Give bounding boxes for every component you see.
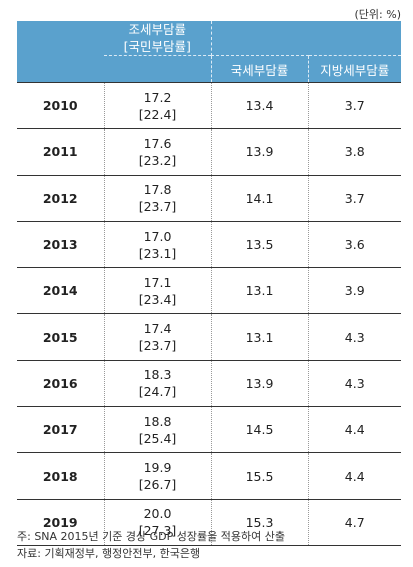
national-tax-cell: 14.1	[210, 175, 308, 222]
tax-burden-value: 17.6	[143, 135, 172, 151]
table-row: 2010 17.2 [22.4] 13.4 3.7	[17, 81, 401, 130]
total-burden-header: 조세부담률 [국민부담률]	[104, 21, 211, 56]
header-spacer-national	[210, 21, 308, 56]
local-tax-cell: 4.7	[307, 499, 401, 546]
total-burden-header-lower	[104, 55, 211, 83]
total-burden-header-line2: [국민부담률]	[123, 39, 191, 54]
national-burden-value: [23.7]	[138, 338, 177, 354]
local-tax-cell: 4.3	[307, 360, 401, 408]
local-tax-cell: 3.9	[307, 267, 401, 315]
tax-burden-table: 조세부담률 [국민부담률] 국세부담률 지방세부담률 2010 17.2 [22.4…	[17, 21, 401, 546]
year-cell: 2019	[17, 499, 104, 546]
national-burden-value: [23.1]	[138, 245, 177, 261]
header-spacer-local	[308, 21, 401, 56]
total-burden-cell: 19.9 [26.7]	[103, 452, 211, 500]
national-tax-cell: 13.4	[210, 81, 308, 130]
national-burden-value: [26.7]	[138, 477, 177, 493]
tax-burden-value: 19.9	[143, 460, 172, 476]
local-tax-cell: 3.7	[307, 175, 401, 222]
table-row: 2014 17.1 [23.4] 13.1 3.9	[17, 267, 401, 315]
year-cell: 2018	[17, 452, 104, 500]
tax-burden-value: 18.3	[143, 367, 172, 383]
local-tax-cell: 4.3	[307, 313, 401, 361]
national-tax-cell: 13.5	[210, 221, 308, 269]
national-burden-value: [25.4]	[138, 430, 177, 446]
national-burden-value: [23.2]	[138, 152, 177, 168]
year-cell: 2011	[17, 128, 104, 176]
local-tax-cell: 3.8	[307, 128, 401, 176]
local-tax-cell: 3.7	[307, 81, 401, 130]
table-row: 2013 17.0 [23.1] 13.5 3.6	[17, 221, 401, 269]
total-burden-cell: 20.0 [27.3]	[103, 499, 211, 546]
total-burden-cell: 17.6 [23.2]	[103, 128, 211, 176]
year-cell: 2014	[17, 267, 104, 315]
year-cell: 2017	[17, 406, 104, 454]
table-body: 2010 17.2 [22.4] 13.4 3.7 2011 17.6 [23.2] 13.9 3…	[17, 81, 401, 546]
tax-burden-value: 17.0	[143, 228, 172, 244]
national-tax-cell: 15.3	[210, 499, 308, 546]
table-row: 2015 17.4 [23.7] 13.1 4.3	[17, 313, 401, 361]
total-burden-cell: 17.0 [23.1]	[103, 221, 211, 269]
total-burden-cell: 18.3 [24.7]	[103, 360, 211, 408]
total-burden-cell: 17.2 [22.4]	[103, 81, 211, 130]
national-tax-cell: 13.1	[210, 267, 308, 315]
year-cell: 2012	[17, 175, 104, 222]
local-tax-cell: 4.4	[307, 406, 401, 454]
local-tax-header: 지방세부담률	[307, 55, 401, 83]
national-burden-value: [23.7]	[138, 199, 177, 215]
source-text: 자료: 기획재정부, 행정안전부, 한국은행	[17, 547, 201, 560]
unit-label: (단위: %)	[354, 8, 401, 21]
national-tax-cell: 13.9	[210, 128, 308, 176]
national-tax-cell: 13.9	[210, 360, 308, 408]
total-burden-header-line1: 조세부담률	[128, 22, 186, 37]
national-tax-cell: 15.5	[210, 452, 308, 500]
tax-burden-value: 17.2	[143, 89, 172, 105]
national-burden-value: [24.7]	[138, 384, 177, 400]
local-tax-cell: 3.6	[307, 221, 401, 269]
table-row: 2019 20.0 [27.3] 15.3 4.7	[17, 499, 401, 546]
year-cell: 2010	[17, 81, 104, 130]
national-tax-header: 국세부담률	[210, 55, 308, 83]
tax-burden-value: 18.8	[143, 413, 172, 429]
tax-burden-value: 17.1	[143, 274, 172, 290]
tax-burden-value: 17.4	[143, 321, 172, 337]
note-text: 주: SNA 2015년 기준 경상 GDP 성장률을 적용하여 산출	[17, 530, 285, 543]
notes: 주: SNA 2015년 기준 경상 GDP 성장률을 적용하여 산출 자료: …	[17, 528, 285, 562]
national-burden-value: [23.4]	[138, 291, 177, 307]
year-cell: 2015	[17, 313, 104, 361]
total-burden-cell: 18.8 [25.4]	[103, 406, 211, 454]
table-row: 2016 18.3 [24.7] 13.9 4.3	[17, 360, 401, 408]
tax-burden-value: 20.0	[143, 506, 172, 522]
year-header-cell	[17, 21, 104, 83]
table-row: 2018 19.9 [26.7] 15.5 4.4	[17, 452, 401, 500]
table-row: 2012 17.8 [23.7] 14.1 3.7	[17, 175, 401, 222]
table-row: 2011 17.6 [23.2] 13.9 3.8	[17, 128, 401, 176]
total-burden-cell: 17.4 [23.7]	[103, 313, 211, 361]
national-burden-value: [27.3]	[138, 523, 177, 539]
tax-burden-value: 17.8	[143, 182, 172, 198]
total-burden-cell: 17.1 [23.4]	[103, 267, 211, 315]
year-cell: 2013	[17, 221, 104, 269]
total-burden-cell: 17.8 [23.7]	[103, 175, 211, 222]
national-burden-value: [22.4]	[138, 106, 177, 122]
year-cell: 2016	[17, 360, 104, 408]
national-tax-cell: 14.5	[210, 406, 308, 454]
local-tax-cell: 4.4	[307, 452, 401, 500]
table-header: 조세부담률 [국민부담률] 국세부담률 지방세부담률	[17, 21, 401, 83]
table-row: 2017 18.8 [25.4] 14.5 4.4	[17, 406, 401, 454]
national-tax-cell: 13.1	[210, 313, 308, 361]
